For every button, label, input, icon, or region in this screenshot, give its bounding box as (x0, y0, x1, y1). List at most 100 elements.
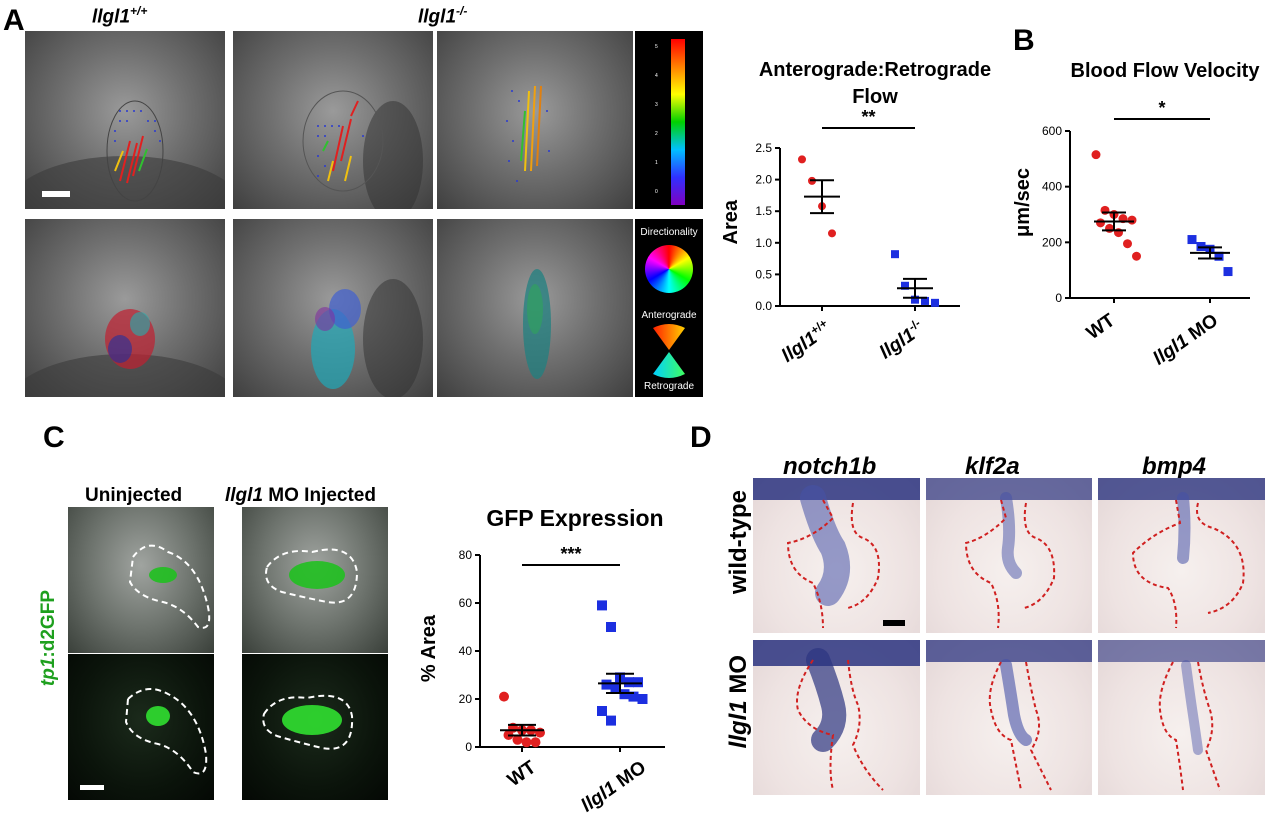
velocity-vector-overlay (302, 90, 423, 209)
significance-label: *** (560, 544, 581, 564)
scale-tick: 2 (655, 131, 658, 137)
ratio-x-tick-mutant: llgl1-/- (858, 316, 929, 376)
gfp-chart-title: GFP Expression (486, 505, 664, 531)
genotype-sup: -/- (456, 4, 468, 18)
micrograph-mutant-direction-1 (233, 219, 433, 397)
y-tick-label: 0 (465, 740, 472, 754)
data-point-square (931, 298, 939, 307)
scale-bar (80, 785, 104, 790)
header-rest: MO Injected (263, 485, 376, 506)
data-point-circle (1096, 218, 1105, 228)
label-italic: llgl1 (725, 700, 752, 749)
scale-bar (883, 620, 905, 626)
panel-d-header-bmp4: bmp4 (1142, 453, 1207, 480)
data-point-square (891, 250, 899, 259)
data-point-circle (535, 727, 545, 738)
data-point-circle (521, 737, 532, 748)
outline-overlay (128, 544, 211, 629)
genotype-text: llgl1 (92, 6, 131, 28)
y-tick-label: 0.5 (755, 267, 772, 281)
chart-title-line: Anterograde:Retrograde (758, 59, 992, 81)
velocity-chart-title: Blood Flow Velocity (1070, 60, 1260, 82)
direction-overlay (311, 279, 423, 397)
scale-tick-labels: 5 4 3 2 1 0 (655, 33, 658, 207)
data-point-circle (1123, 239, 1132, 249)
tick-main: WT (503, 757, 541, 792)
panel-c-row-label: tp1:d2GFP (38, 590, 60, 686)
ish-bmp4-wildtype (1098, 478, 1265, 633)
ish-stain-overlay (1098, 640, 1265, 791)
label-rest: :d2GFP (38, 590, 59, 658)
ish-notch1b-mo (753, 640, 920, 795)
data-point-square (911, 295, 919, 304)
y-tick-label: 2.0 (755, 173, 772, 187)
data-point-circle (1132, 251, 1141, 261)
data-point-square (1214, 251, 1224, 261)
gfp-chart: 0 20 40 60 80 *** (459, 544, 665, 754)
label-italic: tp1 (38, 657, 59, 687)
velocity-vector-overlay (25, 100, 225, 209)
ish-notch1b-wildtype (753, 478, 920, 633)
scale-bar (42, 191, 70, 197)
micrograph-mo-merge (242, 507, 388, 653)
velocity-colorbar (671, 39, 685, 205)
ish-bmp4-mo (1098, 640, 1265, 795)
data-point-square (921, 296, 929, 305)
data-point-square (597, 600, 607, 611)
velocity-y-axis-label: μm/sec (1012, 168, 1034, 237)
panel-label-c: C (43, 421, 65, 454)
data-point-square (633, 677, 643, 688)
panel-d-row-wildtype: wild-type (725, 490, 752, 595)
outline-overlay (124, 688, 208, 775)
legend-directionality-label: Directionality (640, 227, 698, 238)
significance-label: * (1158, 98, 1165, 118)
label-rest: MO (725, 655, 752, 701)
data-point-square (901, 281, 909, 290)
micrograph-mutant-velocity-2 (437, 31, 633, 209)
ish-stain-overlay (926, 478, 1092, 629)
data-point-circle (512, 734, 523, 745)
data-point-square (606, 622, 616, 632)
legend-retrograde-label: Retrograde (643, 381, 695, 392)
scale-tick: 0 (655, 189, 658, 195)
data-point-square (637, 694, 648, 704)
micrograph-wt-direction (25, 219, 225, 397)
color-wheel-icon (645, 245, 693, 293)
data-point-circle (798, 155, 806, 164)
data-point-square (1187, 235, 1197, 245)
scale-tick: 5 (655, 44, 658, 50)
outline-overlay (265, 548, 359, 604)
velocity-vector-overlay (506, 85, 550, 182)
scale-tick: 4 (655, 73, 658, 79)
panel-label-a: A (3, 4, 25, 37)
panel-c-header-uninjected: Uninjected (85, 485, 183, 506)
data-point-square (628, 691, 639, 702)
ratio-chart-title: Anterograde:Retrograde Flow (720, 57, 1030, 111)
velocity-x-tick-wt: WT (1058, 310, 1120, 362)
panel-d-header-notch1b: notch1b (783, 453, 877, 480)
header-italic: llgl1 (225, 485, 264, 506)
data-point-square (619, 689, 630, 700)
y-tick-label: 20 (459, 692, 473, 706)
tick-main: WT (1082, 310, 1120, 345)
direction-overlay (523, 269, 551, 379)
scale-tick: 1 (655, 160, 658, 166)
y-tick-label: 80 (459, 548, 473, 562)
velocity-scale-legend: 5 4 3 2 1 0 (635, 31, 703, 209)
micrograph-mo-gfp (242, 654, 388, 800)
data-point-circle (828, 229, 836, 238)
y-tick-label: 60 (459, 596, 473, 610)
direction-legend: Directionality Anterograde Retrograde (635, 219, 703, 397)
micrograph-uninjected-gfp (68, 654, 214, 800)
panel-c-header-mo: llgl1 MO Injected (225, 485, 376, 507)
data-point-circle (1127, 215, 1137, 225)
direction-overlay (25, 309, 225, 397)
panel-label-d: D (690, 421, 712, 454)
ish-stain-overlay (753, 640, 920, 791)
y-tick-label: 0 (1055, 291, 1062, 305)
micrograph-wt-velocity (25, 31, 225, 209)
ratio-x-tick-wt: llgl1+/+ (765, 316, 836, 376)
y-tick-label: 1.0 (755, 236, 772, 250)
y-tick-label: 40 (459, 644, 473, 658)
chart-title-line: Flow (852, 86, 898, 108)
